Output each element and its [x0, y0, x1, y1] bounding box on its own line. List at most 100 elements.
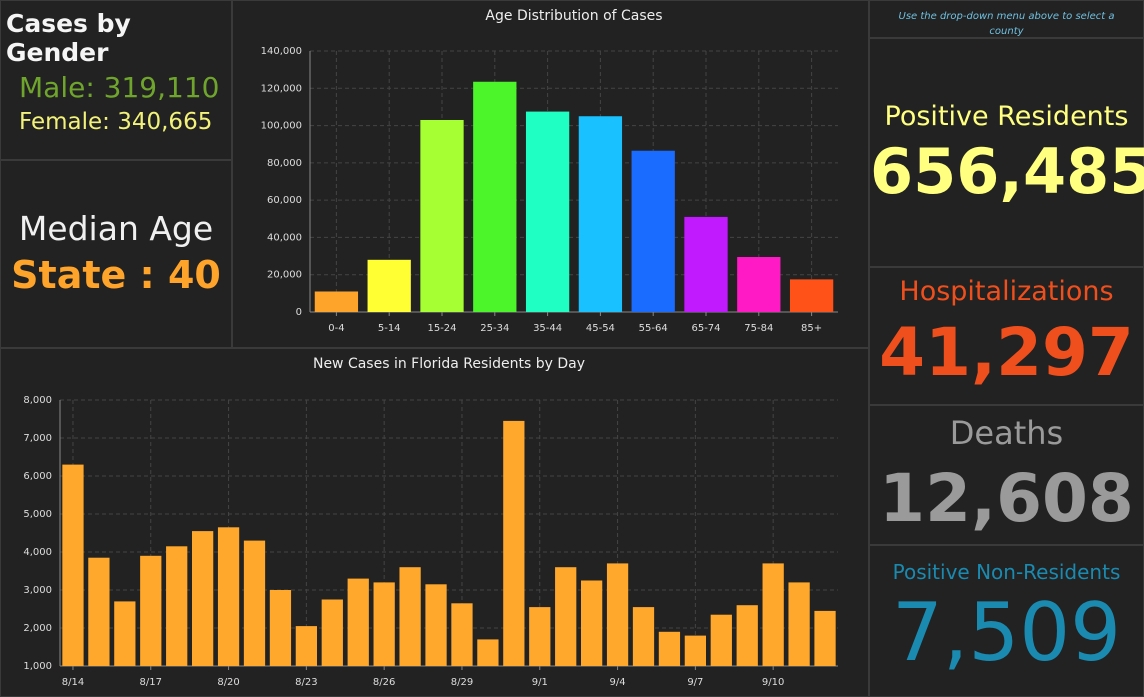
y-tick-label: 60,000 [267, 195, 302, 206]
gender-panel: Cases by Gender Male: 319,110 Female: 34… [0, 0, 232, 160]
bar [399, 567, 421, 666]
stat-value: 656,485 [870, 135, 1144, 208]
x-tick-label: 9/10 [762, 677, 784, 688]
bar [62, 464, 84, 666]
stat-value: 7,509 [891, 586, 1122, 679]
y-tick-label: 100,000 [261, 121, 302, 132]
chart-title: Age Distribution of Cases [485, 8, 662, 24]
bar [684, 635, 706, 666]
x-tick-label: 65-74 [691, 323, 720, 334]
bar [581, 580, 603, 666]
bar [736, 605, 758, 666]
note: Use the drop-down menu above to select a… [898, 11, 1115, 37]
bar [321, 599, 343, 666]
x-tick-label: 9/7 [687, 677, 703, 688]
x-tick-label: 8/23 [295, 677, 317, 688]
bar [503, 420, 525, 666]
x-tick-label: 8/20 [217, 677, 239, 688]
y-tick-label: 120,000 [261, 83, 302, 94]
y-tick-label: 140,000 [261, 46, 302, 57]
stat-value: 41,297 [879, 314, 1134, 391]
chart-title: New Cases in Florida Residents by Day [313, 356, 585, 372]
y-tick-label: 6,000 [23, 471, 52, 482]
x-tick-label: 55-64 [639, 323, 668, 334]
bar [295, 626, 317, 666]
median-age-title: Median Age [18, 209, 214, 248]
bar [684, 216, 728, 312]
bar [166, 546, 188, 666]
x-tick-label: 75-84 [744, 323, 773, 334]
y-tick-label: 2,000 [23, 623, 52, 634]
bar [631, 150, 675, 312]
bar [737, 257, 781, 312]
daily-chart: New Cases in Florida Residents by Day 1,0… [23, 356, 838, 688]
y-tick-label: 7,000 [23, 433, 52, 444]
bar [373, 582, 395, 666]
bar [269, 590, 292, 666]
y-tick-label: 80,000 [267, 158, 302, 169]
bar [217, 527, 240, 666]
stat-panel: Hospitalizations 41,297 [869, 267, 1144, 405]
x-tick-label: 9/4 [610, 677, 626, 688]
bar [347, 578, 369, 666]
bar [140, 555, 162, 666]
x-tick-label: 8/26 [373, 677, 395, 688]
age-chart: Age Distribution of Cases 0 20,000 40,000 60… [261, 8, 838, 334]
note-panel: Use the drop-down menu above to select a… [869, 0, 1144, 38]
y-tick-label: 8,000 [23, 395, 52, 406]
bar [710, 614, 732, 666]
bar [473, 81, 517, 312]
stat-value: 12,608 [879, 460, 1134, 537]
bar [555, 567, 577, 666]
y-tick-label: 0 [296, 307, 302, 318]
x-tick-label: 8/17 [140, 677, 162, 688]
bar [192, 531, 214, 666]
bar [451, 603, 473, 666]
bar [425, 584, 447, 666]
x-tick-label: 9/1 [532, 677, 548, 688]
bar [525, 111, 570, 312]
bar [788, 582, 810, 666]
bar [632, 607, 655, 666]
bar [762, 563, 784, 666]
y-tick-label: 3,000 [23, 585, 52, 596]
bar [367, 259, 411, 312]
y-tick-label: 5,000 [23, 509, 52, 520]
stat-panel: Positive Residents 656,485 [869, 38, 1144, 267]
male-count: Male: 319,110 [19, 71, 220, 104]
bar [658, 631, 681, 666]
x-tick-label: 15-24 [427, 323, 456, 334]
bar [606, 563, 629, 666]
bar [789, 279, 834, 312]
y-tick-label: 20,000 [267, 270, 302, 281]
x-tick-label: 0-4 [328, 323, 344, 334]
stat-label: Hospitalizations [899, 276, 1114, 307]
y-tick-label: 40,000 [267, 232, 302, 243]
bar [529, 607, 551, 666]
median-age-value: State : 40 [11, 253, 221, 297]
x-tick-label: 8/29 [451, 677, 473, 688]
bar [114, 601, 136, 666]
x-tick-label: 25-34 [480, 323, 509, 334]
bar [814, 610, 836, 666]
bar [243, 540, 266, 666]
bar [578, 116, 623, 312]
stat-label: Positive Non-Residents [892, 560, 1121, 584]
median-age-panel: Median Age State : 40 [0, 160, 232, 348]
stat-label: Deaths [949, 414, 1064, 452]
bar [420, 119, 464, 312]
bar [477, 639, 499, 666]
y-tick-label: 1,000 [23, 661, 52, 672]
stat-panel: Positive Non-Residents 7,509 [869, 545, 1144, 697]
female-count: Female: 340,665 [19, 109, 213, 135]
x-tick-label: 45-54 [586, 323, 615, 334]
bar [88, 557, 110, 666]
x-tick-label: 5-14 [378, 323, 401, 334]
x-tick-label: 8/14 [62, 677, 84, 688]
x-tick-label: 85+ [801, 323, 822, 334]
stat-label: Positive Residents [884, 101, 1129, 132]
y-tick-label: 4,000 [23, 547, 52, 558]
gender-title: Cases by Gender [6, 9, 131, 67]
bar [314, 291, 359, 312]
